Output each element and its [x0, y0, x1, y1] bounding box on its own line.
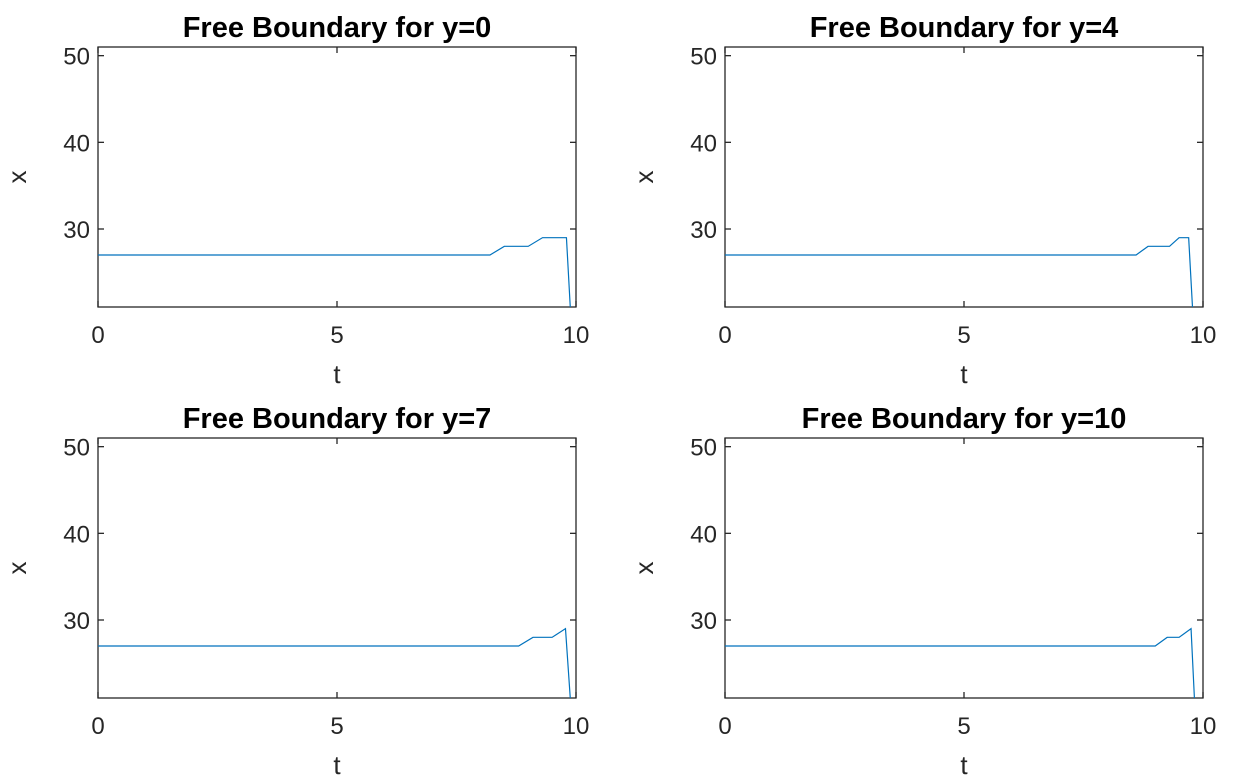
subplot-4: Free Boundary for y=10 0 5 10 30 40 50 t x — [629, 403, 1216, 779]
y-tick-label: 30 — [690, 217, 717, 244]
subplot-3: Free Boundary for y=7 0 5 10 30 40 50 t x — [2, 403, 589, 779]
y-axis-label: x — [629, 171, 659, 184]
x-tick-label: 10 — [1190, 713, 1217, 740]
y-axis-label: x — [2, 171, 32, 184]
y-tick-label: 30 — [63, 608, 90, 635]
x-axis-label: t — [333, 750, 341, 779]
x-axis-label: t — [960, 750, 968, 779]
axes-box — [724, 46, 1204, 308]
axes-box — [97, 46, 577, 308]
y-tick-label: 40 — [690, 521, 717, 548]
subplot-2: Free Boundary for y=4 0 5 10 30 40 50 t x — [629, 12, 1216, 389]
x-tick-label: 10 — [563, 322, 590, 349]
x-tick-label: 5 — [330, 713, 343, 740]
x-tick-label: 0 — [91, 322, 104, 349]
y-tick-label: 40 — [690, 130, 717, 157]
y-axis-label: x — [2, 562, 32, 575]
x-axis-label: t — [333, 359, 341, 389]
x-tick-label: 5 — [957, 322, 970, 349]
chart-title: Free Boundary for y=7 — [183, 403, 492, 435]
series-line — [725, 237, 1194, 308]
x-axis-label: t — [960, 359, 968, 389]
series-line — [98, 627, 571, 699]
series-line — [725, 627, 1195, 699]
y-axis-label: x — [629, 562, 659, 575]
axes-box — [97, 437, 577, 699]
y-tick-label: 50 — [690, 435, 717, 462]
chart-title: Free Boundary for y=10 — [802, 403, 1127, 435]
y-tick-label: 50 — [690, 44, 717, 71]
x-tick-label: 10 — [563, 713, 590, 740]
chart-title: Free Boundary for y=4 — [810, 12, 1119, 44]
y-tick-label: 50 — [63, 44, 90, 71]
subplot-1: Free Boundary for y=0 0 5 10 30 40 50 t x — [2, 12, 589, 389]
chart-title: Free Boundary for y=0 — [183, 12, 492, 44]
x-tick-label: 5 — [330, 322, 343, 349]
y-tick-label: 50 — [63, 435, 90, 462]
series-line — [98, 237, 571, 308]
y-tick-label: 40 — [63, 521, 90, 548]
x-tick-label: 0 — [718, 713, 731, 740]
x-tick-label: 0 — [91, 713, 104, 740]
y-tick-label: 30 — [690, 608, 717, 635]
y-tick-label: 40 — [63, 130, 90, 157]
x-tick-label: 5 — [957, 713, 970, 740]
x-tick-label: 0 — [718, 322, 731, 349]
x-tick-label: 10 — [1190, 322, 1217, 349]
axes-box — [724, 437, 1204, 699]
y-tick-label: 30 — [63, 217, 90, 244]
